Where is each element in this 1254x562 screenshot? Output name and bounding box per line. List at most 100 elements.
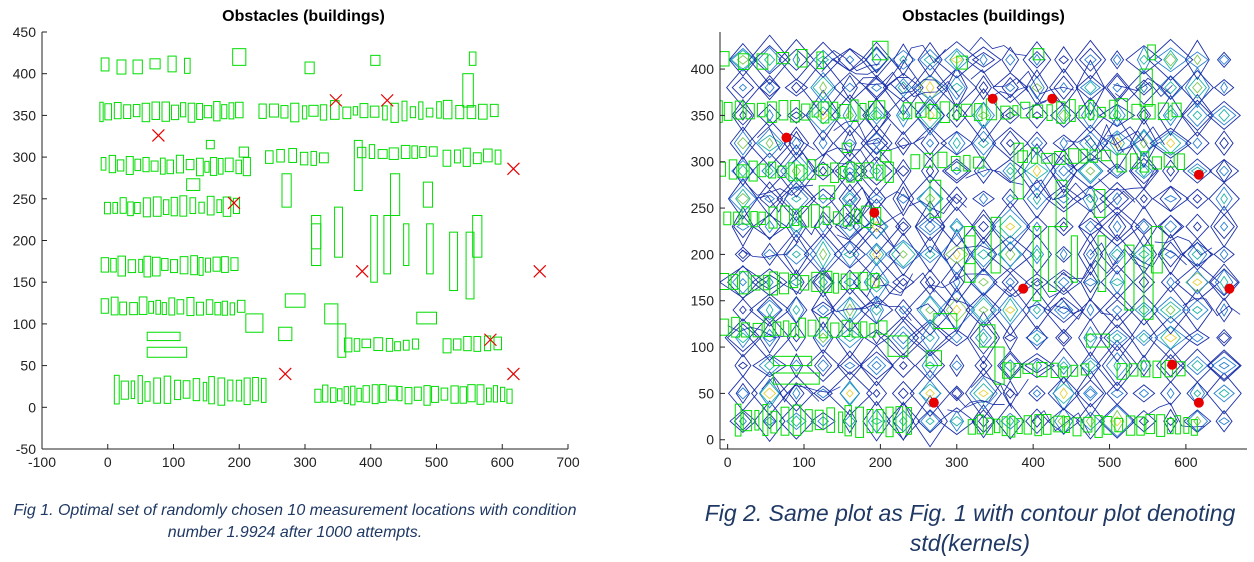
x-tick-label: 100 [792,454,816,470]
contour-ring [839,380,861,407]
contour-ring [949,410,965,433]
contour-ring [763,416,776,426]
contour-ring [895,217,912,237]
contour-ring [923,54,937,66]
building-outline [830,162,840,183]
contour-ring [735,382,751,405]
contour-ring [779,182,814,216]
building-outline [113,102,122,120]
contour-ring [753,45,787,75]
building-outline [202,381,208,402]
contour-ring [921,352,939,379]
building-outline [493,336,503,351]
contour-ring [1095,339,1139,392]
building-outline [788,162,795,182]
building-outline [1097,106,1106,118]
contour-ring [812,321,834,355]
contour-line [1114,82,1173,103]
contour-ring [1166,387,1175,400]
contour-ring [1028,50,1046,69]
building-outline [159,157,166,175]
building-outline [877,320,888,335]
contour-ring [1005,247,1016,262]
building-outline [839,165,846,180]
contour-ring [776,176,817,222]
building-outline [152,196,162,217]
building-outline [260,377,267,403]
chart-title: Obstacles (buildings) [902,8,1065,25]
contour-ring [733,130,753,156]
y-tick-label: 250 [13,191,37,207]
building-outline [830,101,839,121]
contour-ring [1159,132,1182,155]
contour-ring [755,128,784,159]
contour-ring [841,74,858,101]
building-outline [134,158,142,172]
contour-lines [720,34,1242,448]
contour-ring [971,404,996,439]
building-outline [731,316,741,338]
contour-line [1060,259,1119,280]
obstacles [99,48,513,406]
plot-area [720,34,1242,448]
building-outline [763,316,774,338]
contour-ring [973,383,994,404]
contour-ring [1079,79,1102,96]
building-outline [418,101,424,120]
contour-ring [1187,241,1208,268]
contour-ring [817,304,830,316]
contour-ring [1218,388,1230,398]
building-outline [885,406,894,438]
contour-ring [732,298,754,322]
contour-ring [1005,222,1016,231]
contour-line [1182,298,1241,317]
contour-ring [1164,81,1178,95]
contour-ring [917,409,943,434]
building-outline [99,101,104,123]
building-outline [385,337,394,352]
building-outline [814,409,824,431]
contour-ring [1138,332,1150,343]
building-outline [242,157,251,177]
contour-ring [786,412,807,431]
building-outline [1041,152,1053,164]
building-outline [232,48,247,66]
contour-line [970,375,1029,397]
building-outline [1036,361,1048,378]
building-outline [1022,363,1034,374]
building-outline [235,101,244,119]
contour-ring [924,275,936,289]
building-outline [212,256,221,272]
contour-ring [925,333,935,343]
building-outline [1190,419,1198,436]
contour-ring [852,228,901,281]
contour-ring [1193,221,1202,232]
building-outline [756,53,769,70]
contour-ring [971,297,996,323]
building-outline [915,102,927,118]
building-outline [1032,48,1045,61]
contour-ring [919,379,941,408]
contour-ring [864,271,889,293]
contour-ring [972,130,995,156]
contour-line [965,168,1023,185]
contour-ring [762,413,777,430]
building-outline [100,257,110,273]
y-tick-label: 400 [13,66,37,82]
building-outline [462,147,471,167]
contour-ring [1057,414,1071,428]
building-outline [976,414,984,435]
contour-ring [756,181,784,217]
contour-ring [1180,348,1215,383]
contour-ring [864,131,889,156]
building-outline [209,157,218,176]
contour-ring [1185,188,1209,209]
measurement-point [533,264,547,278]
contour-ring [1057,276,1070,288]
contour-ring [950,332,963,344]
contour-ring [1152,185,1190,213]
contour-ring [1217,332,1231,344]
contour-ring [839,381,860,405]
building-outline [213,100,221,122]
contour-ring [1105,187,1130,210]
